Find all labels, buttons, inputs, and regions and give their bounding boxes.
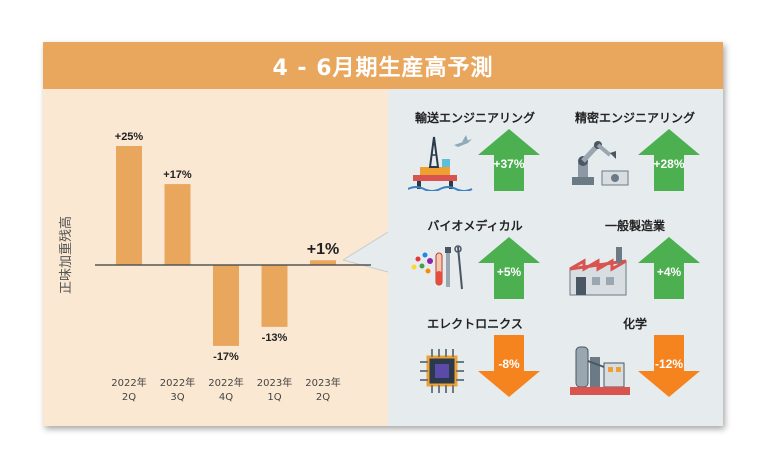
sector-value: -12% [654, 357, 683, 371]
x-tick-label: 2022年 [208, 376, 243, 389]
data-label: -17% [213, 351, 239, 363]
bar [261, 265, 288, 327]
sector-title: 化学 [622, 317, 647, 331]
up-arrow-icon [638, 237, 700, 299]
microchip-icon [420, 349, 464, 393]
sector-biomedical: バイオメディカル +5% [400, 217, 550, 312]
sector-title: 輸送エンジニアリング [414, 111, 535, 125]
factory-icon [569, 247, 627, 296]
chemical-plant-icon [570, 346, 630, 395]
sector-value: +4% [656, 265, 682, 279]
bar [213, 265, 239, 346]
sector-value: -8% [498, 357, 520, 371]
x-tick-label: 2Q [316, 392, 330, 403]
bar-chart: 正味加重残高 +25% 2022年 2Q +17% 2022年 3Q -17% 2022年 4Q… [58, 131, 371, 403]
x-tick-label: 2023年 [257, 376, 292, 389]
sector-precision: 精密エンジニアリング +28% [560, 109, 710, 204]
sector-general-manufacturing: 一般製造業 +4% [560, 217, 710, 312]
sector-title: 一般製造業 [604, 219, 665, 233]
sector-value: +37% [493, 157, 525, 171]
forecast-card: 4 - 6月期生産高予測 輸送エンジニアリング +37% 精密エンジニアリング [43, 42, 723, 426]
page-title: 4 - 6月期生産高予測 [272, 55, 494, 81]
x-tick-label: 1Q [267, 392, 281, 403]
bar [310, 260, 336, 265]
robot-arm-icon [572, 141, 629, 186]
up-arrow-icon [638, 129, 700, 191]
sector-value: +28% [653, 157, 685, 171]
callout-connector [342, 231, 389, 273]
x-tick-label: 2022年 [160, 376, 195, 389]
down-arrow-icon [478, 335, 540, 397]
sector-value: +5% [496, 265, 522, 279]
x-tick-label: 3Q [170, 392, 184, 403]
data-label: +1% [307, 241, 339, 258]
oil-rig-airplane-icon [408, 135, 473, 191]
data-label: +17% [163, 169, 192, 181]
data-label: +25% [115, 131, 144, 143]
bar [116, 146, 142, 265]
lab-tools-icon [411, 245, 463, 290]
x-tick-label: 2022年 [111, 376, 146, 389]
sector-title: バイオメディカル [427, 219, 523, 233]
x-tick-label: 2Q [122, 392, 136, 403]
data-label: -13% [262, 332, 288, 344]
sector-title: 精密エンジニアリング [574, 111, 695, 125]
sector-electronics: エレクトロニクス -8% [400, 315, 550, 410]
sector-chemical: 化学 -12% [560, 315, 710, 410]
y-axis-label: 正味加重残高 [58, 216, 74, 294]
x-tick-label: 2023年 [305, 376, 340, 389]
up-arrow-icon [478, 129, 540, 191]
up-arrow-icon [478, 237, 540, 299]
down-arrow-icon [638, 335, 700, 397]
header-bar: 4 - 6月期生産高予測 [43, 42, 723, 89]
sector-title: エレクトロニクス [427, 317, 523, 331]
sector-transport: 輸送エンジニアリング +37% [400, 109, 550, 204]
bar [164, 184, 191, 265]
sector-panel: 輸送エンジニアリング +37% 精密エンジニアリング [388, 89, 723, 426]
x-tick-label: 4Q [219, 392, 233, 403]
